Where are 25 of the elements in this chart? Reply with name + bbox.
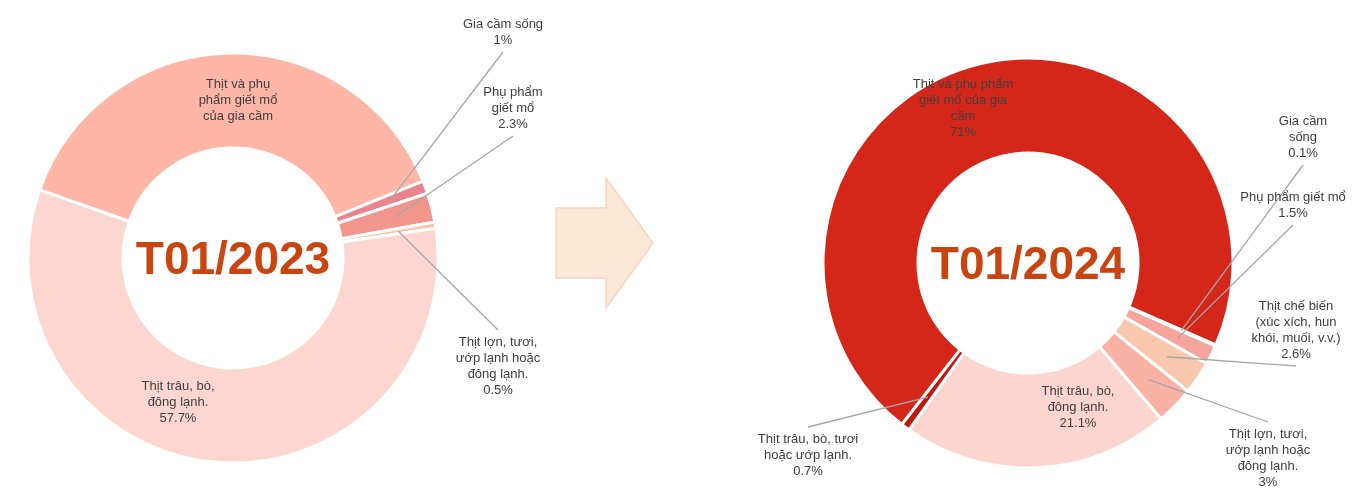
slice-label: Gia cầm sống xyxy=(1278,113,1328,144)
data-label: 2.3% xyxy=(498,116,529,131)
text: T01/2024 xyxy=(930,237,1126,290)
data-label: 0.1% xyxy=(1288,145,1319,160)
slice-label: Thịt và phụ phẩm giết mổ của gia cầm xyxy=(912,76,1014,123)
data-label: 1% xyxy=(493,32,513,47)
data-label: 3% xyxy=(1258,474,1278,489)
data-label: 71% xyxy=(949,124,977,139)
data-label: 0.5% xyxy=(483,382,514,397)
data-label: 21.1% xyxy=(1059,415,1097,430)
slice-label: Thịt lợn, tươi, ướp lạnh hoặc đông lạnh. xyxy=(1225,426,1311,473)
slice-label: Thịt chế biến (xúc xích, hun khói, muối, v.v.) xyxy=(1251,298,1341,345)
slice-label: Thịt và phụ phẩm giết mổ của gia cầm xyxy=(198,76,278,123)
data-label: 1.5% xyxy=(1278,205,1309,220)
slice-label: Thịt lợn, tươi, ướp lạnh hoặc đông lạnh. xyxy=(455,334,541,381)
slice-label: Thịt trâu, bò, đông lạnh. xyxy=(1041,383,1115,414)
text: T01/2023 xyxy=(135,232,331,285)
data-label: 2.6% xyxy=(1281,346,1312,361)
data-label: 0.7% xyxy=(793,463,824,478)
slice-label: Thịt trâu, bò, đông lạnh. xyxy=(141,378,215,409)
slice-label: Phụ phẩm giết mổ xyxy=(483,84,543,115)
data-label: 57.7% xyxy=(159,410,197,425)
slice-label: Gia cầm sống xyxy=(462,16,544,31)
slice-label: Phụ phẩm giết mổ xyxy=(1240,189,1346,204)
slice-label: Thịt trâu, bò, tươi hoặc ướp lạnh. xyxy=(757,431,859,462)
